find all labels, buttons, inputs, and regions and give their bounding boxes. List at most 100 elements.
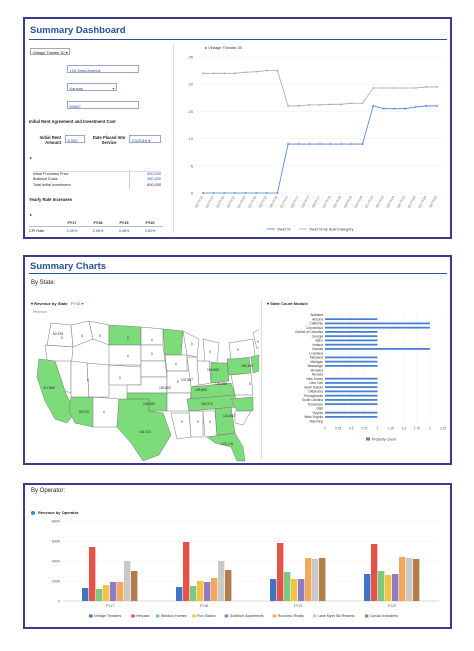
state-shape bbox=[234, 410, 252, 426]
yield-point bbox=[265, 69, 268, 72]
state-select[interactable]: Kansas ▾ bbox=[67, 83, 117, 91]
x-tick-label: Q2 FY16 bbox=[247, 195, 257, 208]
x-tick-label: Q1 FY15 bbox=[194, 195, 204, 208]
state-shape bbox=[252, 329, 259, 350]
x-tick-label: Q4 FY17 bbox=[311, 195, 321, 208]
state-count-bar bbox=[325, 331, 378, 333]
legend-swatch bbox=[312, 614, 317, 618]
yield-point bbox=[212, 192, 215, 194]
date-label: Date Placed Into Service bbox=[92, 135, 126, 145]
state-shape bbox=[108, 324, 142, 346]
state-zero-label: 0 bbox=[181, 420, 183, 424]
rent-field[interactable]: 6,000 bbox=[65, 135, 85, 143]
state-shape bbox=[140, 344, 166, 362]
state-zero-label: 0 bbox=[175, 362, 177, 366]
collapse-marker[interactable]: ▸ bbox=[30, 212, 33, 217]
state-shape bbox=[196, 360, 212, 386]
state-revenue-label: 96,720 bbox=[79, 410, 89, 414]
state-shape bbox=[170, 412, 192, 440]
operator-bar bbox=[364, 574, 371, 601]
state-shape bbox=[202, 410, 218, 438]
state-count-bar bbox=[325, 416, 378, 418]
x-tick-label: 0.25 bbox=[335, 427, 341, 431]
x-tick-label: 0 bbox=[324, 427, 326, 431]
operator-bar bbox=[117, 582, 124, 601]
operator-bar bbox=[312, 559, 319, 601]
property-selector[interactable]: Vintage Theater 30 ▾ bbox=[30, 48, 70, 55]
state-label: Connecticut bbox=[306, 326, 323, 330]
x-tick-label: Q1 FY20 bbox=[407, 195, 417, 208]
state-label: District of Columbia bbox=[295, 330, 323, 334]
x-tick-label: 1.5 bbox=[401, 427, 406, 431]
by-operator-label: By Operator: bbox=[31, 488, 66, 494]
x-tick-label: Q1 FY19 bbox=[364, 195, 374, 208]
map-year-selector[interactable]: FY16 ▾ bbox=[71, 301, 84, 306]
yield-point bbox=[425, 105, 428, 107]
yield-series-line bbox=[203, 70, 437, 107]
state-zero-label: 0 bbox=[197, 420, 199, 424]
state-zero-label: 0 bbox=[127, 336, 129, 340]
legend-label: Goldburn Apartments bbox=[230, 614, 264, 618]
legend-swatch bbox=[272, 614, 277, 618]
y-tick-label: 200K bbox=[52, 580, 61, 584]
operator-bar bbox=[190, 586, 197, 601]
yield-point bbox=[372, 87, 375, 89]
operator-bar bbox=[89, 547, 96, 601]
yield-point bbox=[223, 192, 226, 194]
x-tick-label: FY17 bbox=[106, 604, 115, 608]
state-label: Nevada bbox=[312, 373, 323, 377]
state-zero-label: 0 bbox=[151, 338, 153, 342]
y-tick-label: 15 bbox=[189, 109, 194, 114]
x-tick-label: Q3 FY17 bbox=[300, 195, 310, 208]
state-label: Kansas bbox=[312, 347, 323, 351]
x-tick-label: Q4 FY15 bbox=[226, 195, 236, 208]
operator-bar bbox=[406, 558, 413, 601]
state-shape bbox=[214, 406, 236, 436]
yield-point bbox=[255, 192, 258, 194]
operator-bar bbox=[110, 582, 117, 601]
state-shape bbox=[140, 360, 168, 378]
state-label: Louisiana bbox=[309, 351, 323, 355]
state-count-bar bbox=[325, 339, 378, 342]
state-label: North Dakota bbox=[304, 385, 323, 389]
operator-bar bbox=[96, 589, 103, 601]
yield-point bbox=[255, 70, 258, 73]
legend-label: Fun Station bbox=[197, 614, 215, 618]
state-count-bar bbox=[325, 377, 378, 380]
yield-point bbox=[319, 103, 321, 106]
legend-label: Lane Myer Ski Resorts bbox=[318, 614, 355, 618]
state-zero-label: 0 bbox=[81, 334, 83, 338]
legend-label: Hercase bbox=[136, 614, 149, 618]
state-shape bbox=[206, 432, 246, 462]
state-count-bar bbox=[325, 386, 378, 389]
state-zero-label: 0 bbox=[191, 342, 193, 346]
legend-swatch bbox=[131, 614, 135, 618]
state-zero-label: 0 bbox=[177, 380, 179, 384]
state-label: Maryland bbox=[310, 356, 323, 360]
info-dot-icon bbox=[31, 511, 35, 515]
state-zero-label: 0 bbox=[99, 334, 101, 338]
legend-swatch bbox=[155, 614, 160, 618]
operator-bar bbox=[218, 561, 225, 601]
yield-point bbox=[287, 105, 289, 107]
yield-point bbox=[425, 86, 428, 88]
collapse-marker[interactable]: ▸ bbox=[30, 155, 33, 160]
state-count-bar bbox=[325, 318, 378, 321]
charts-title: Summary Charts bbox=[30, 261, 107, 272]
state-label: Alabama bbox=[310, 313, 323, 317]
date-field[interactable]: 7/1/2016 ▾ bbox=[129, 135, 161, 143]
rent-label: Initial Rent Amount bbox=[39, 135, 61, 145]
y-tick-label: 800K bbox=[52, 520, 61, 524]
state-count-bar bbox=[325, 356, 378, 359]
zip-field[interactable]: 60062 bbox=[67, 101, 139, 109]
state-count-bar bbox=[325, 403, 378, 406]
state-revenue-label: 126,855 bbox=[215, 382, 227, 386]
address-field[interactable]: 125 Smig Avenue bbox=[67, 65, 139, 73]
yield-point bbox=[351, 143, 353, 145]
state-shape bbox=[140, 326, 164, 346]
map-title: ▾ Revenue by State bbox=[31, 301, 68, 306]
operator-bar bbox=[305, 558, 312, 601]
operator-bar bbox=[378, 571, 385, 601]
summary-dashboard-panel: Summary Dashboard Vintage Theater 30 ▾ A… bbox=[23, 17, 452, 239]
operator-bar bbox=[131, 571, 138, 601]
